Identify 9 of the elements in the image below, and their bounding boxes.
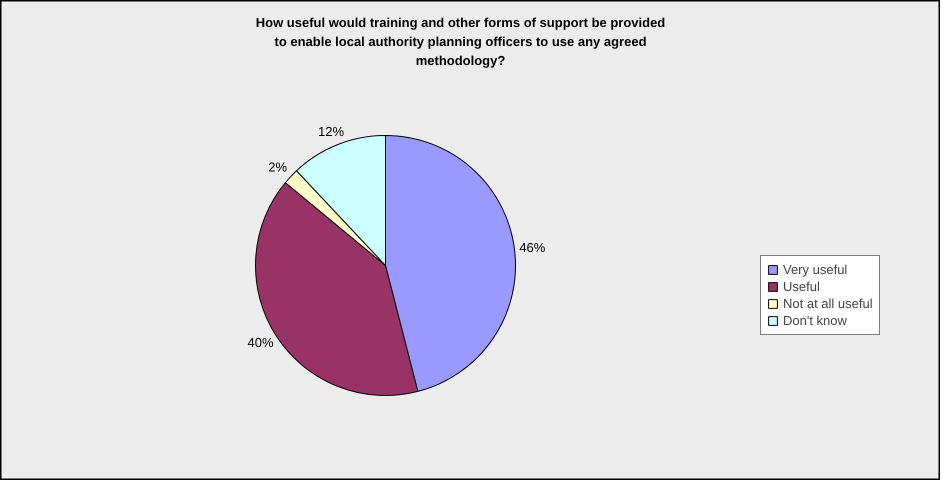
legend-label: Useful bbox=[783, 279, 820, 294]
data-label: 2% bbox=[268, 159, 288, 174]
legend-label: Don't know bbox=[783, 313, 847, 328]
data-label: 40% bbox=[248, 335, 274, 350]
chart-title: How useful would training and other forms of support be provided to enable local authority planning officers to use any agreed methodology? bbox=[256, 15, 666, 68]
data-label: 12% bbox=[318, 124, 344, 140]
legend-label: Not at all useful bbox=[783, 296, 873, 311]
legend-label: Very useful bbox=[783, 262, 848, 277]
data-label: 46% bbox=[519, 240, 546, 255]
